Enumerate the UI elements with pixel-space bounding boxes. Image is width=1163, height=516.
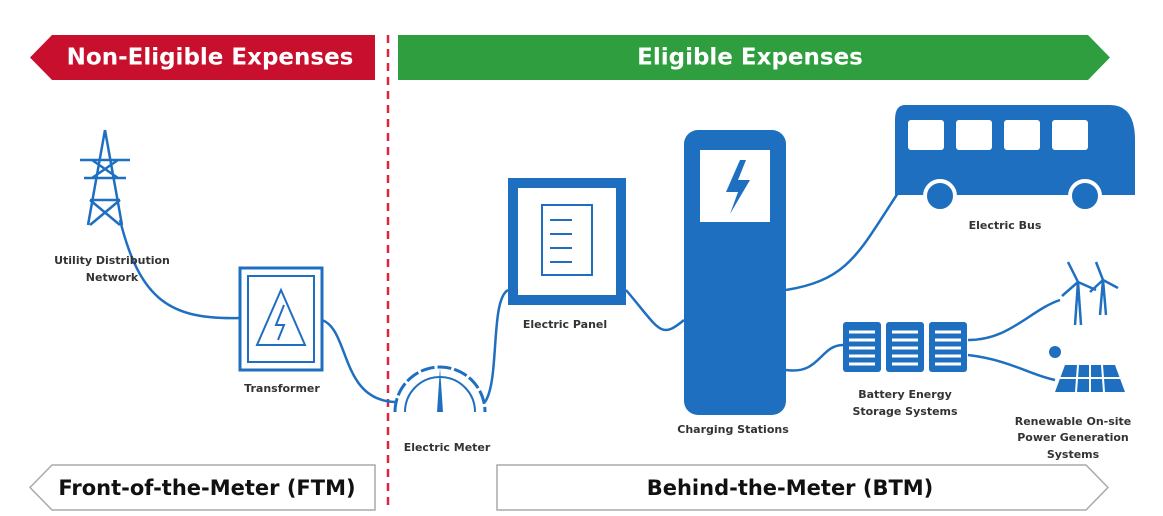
- banner-text: Non-Eligible Expenses: [67, 45, 354, 71]
- wind-icon: [1062, 262, 1118, 325]
- tower-icon: [80, 130, 130, 225]
- bus-window: [908, 120, 944, 150]
- wire: [968, 300, 1060, 340]
- node-label: Charging Stations: [677, 423, 789, 436]
- bus-window: [956, 120, 992, 150]
- wire: [786, 345, 843, 371]
- bus-window: [1004, 120, 1040, 150]
- node-label: Electric Panel: [523, 318, 607, 331]
- battery-icon: [843, 322, 967, 372]
- node-label: Systems: [1047, 448, 1100, 461]
- footer-text: Front-of-the-Meter (FTM): [58, 476, 355, 500]
- wire: [786, 190, 900, 290]
- bus-wheel: [1070, 181, 1100, 211]
- wire: [120, 220, 240, 318]
- node-label: Transformer: [244, 382, 320, 395]
- node-label: Power Generation: [1017, 431, 1129, 444]
- node-label: Battery Energy: [858, 388, 951, 401]
- wire: [322, 320, 395, 402]
- diagram: Non-Eligible Expenses Eligible Expenses …: [0, 0, 1163, 516]
- node-label: Electric Meter: [404, 441, 491, 454]
- node-label: Utility Distribution: [54, 254, 170, 267]
- footer-text: Behind-the-Meter (BTM): [647, 476, 934, 500]
- bus-wheel: [925, 181, 955, 211]
- bus-window: [1052, 120, 1088, 150]
- node-label: Renewable On-site: [1015, 415, 1132, 428]
- meter-needle: [437, 368, 443, 412]
- node-label: Storage Systems: [852, 405, 958, 418]
- solar-icon: [1049, 346, 1125, 392]
- transformer-icon: [240, 268, 322, 370]
- node-label: Electric Bus: [969, 219, 1042, 232]
- wire: [485, 290, 508, 402]
- wire: [968, 355, 1055, 380]
- node-label: Network: [86, 271, 139, 284]
- banner-text: Eligible Expenses: [637, 45, 863, 71]
- wire: [626, 290, 684, 330]
